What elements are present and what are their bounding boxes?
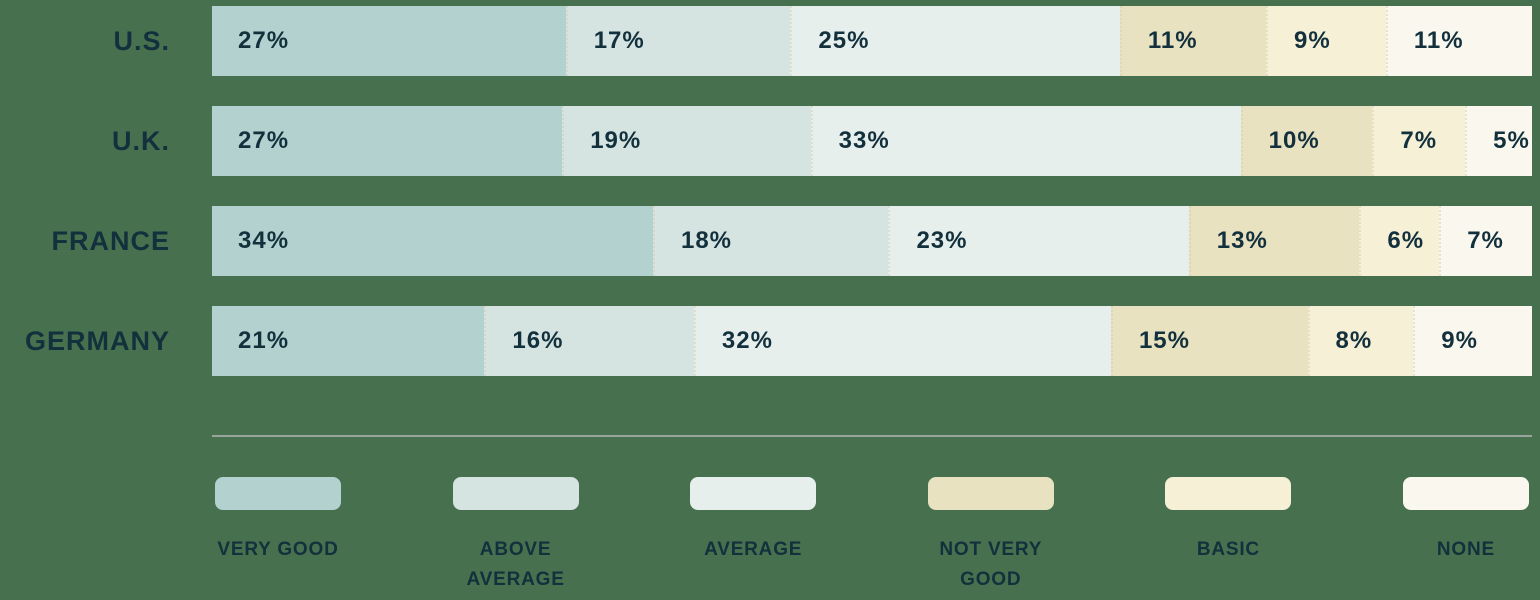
bar-segment-above-average: 17% <box>565 6 791 76</box>
legend-swatch <box>927 477 1054 510</box>
legend-label: NOT VERY GOOD <box>939 539 1043 591</box>
legend-label: VERY GOOD <box>217 539 339 560</box>
bar-segment-basic: 6% <box>1359 206 1440 276</box>
bar-segment-basic: 9% <box>1266 6 1386 76</box>
bar-segment-average: 32% <box>693 306 1111 376</box>
segment-value-label: 33% <box>838 127 890 154</box>
legend-divider <box>212 435 1532 437</box>
segment-value-label: 8% <box>1335 327 1373 354</box>
legend-item-basic: BASIC <box>1162 477 1294 596</box>
segment-value-label: 17% <box>593 27 645 54</box>
bar-segment-above-average: 18% <box>652 206 889 276</box>
bar-segment-none: 9% <box>1413 306 1532 376</box>
bar-segment-above-average: 16% <box>484 306 694 376</box>
legend-swatch <box>690 477 817 510</box>
bar-segment-above-average: 19% <box>562 106 811 176</box>
legend-swatch <box>215 477 341 510</box>
segment-value-label: 5% <box>1493 127 1530 154</box>
category-label: GERMANY <box>24 325 170 356</box>
segment-value-label: 16% <box>512 327 564 354</box>
stacked-bar: 21% 16% 32% 15% 8% 9% <box>212 306 1532 376</box>
category-row-u-k: U.K. 27% 19% 33% 10% 7% 5% <box>0 106 1540 176</box>
legend: VERY GOOD ABOVE AVERAGE AVERAGE NOT VERY GO… <box>212 477 1532 596</box>
category-row-france: FRANCE 34% 18% 23% 13% 6% 7% <box>0 206 1540 276</box>
segment-value-label: 32% <box>721 327 773 354</box>
segment-value-label: 27% <box>238 27 290 54</box>
segment-value-label: 11% <box>1147 27 1198 54</box>
category-row-u-s: U.S. 27% 17% 25% 11% 9% 11% <box>0 6 1540 76</box>
legend-item-above-average: ABOVE AVERAGE <box>450 477 582 596</box>
bar-segment-not-very-good: 10% <box>1240 106 1373 176</box>
legend-item-none: NONE <box>1400 477 1532 596</box>
legend-label: BASIC <box>1196 539 1260 560</box>
segment-value-label: 23% <box>916 227 968 254</box>
bar-segment-very-good: 34% <box>212 206 653 276</box>
segment-value-label: 25% <box>818 27 870 54</box>
bar-segment-none: 5% <box>1465 106 1532 176</box>
bar-segment-very-good: 21% <box>212 306 485 376</box>
bar-segment-average: 25% <box>790 6 1120 76</box>
segment-value-label: 9% <box>1441 327 1478 354</box>
stacked-bar: 27% 19% 33% 10% 7% 5% <box>212 106 1532 176</box>
legend-label: ABOVE AVERAGE <box>466 539 565 591</box>
legend-swatch <box>1402 477 1529 510</box>
stacked-bar: 34% 18% 23% 13% 6% 7% <box>212 206 1532 276</box>
segment-value-label: 21% <box>238 327 290 354</box>
segment-value-label: 11% <box>1413 27 1464 54</box>
segment-value-label: 10% <box>1268 127 1320 154</box>
legend-item-not-very-good: NOT VERY GOOD <box>925 477 1057 596</box>
category-label: FRANCE <box>51 225 170 256</box>
legend-label: AVERAGE <box>704 539 803 560</box>
bar-segment-none: 7% <box>1439 206 1532 276</box>
segment-value-label: 19% <box>590 127 642 154</box>
segment-value-label: 13% <box>1216 227 1268 254</box>
segment-value-label: 18% <box>680 227 733 254</box>
bar-segment-none: 11% <box>1385 6 1532 76</box>
segment-value-label: 9% <box>1294 27 1331 54</box>
category-label: U.S. <box>113 25 170 56</box>
bar-segment-basic: 7% <box>1372 106 1466 176</box>
legend-label: NONE <box>1436 539 1496 560</box>
segment-value-label: 15% <box>1138 327 1190 354</box>
bar-segment-very-good: 27% <box>212 6 566 76</box>
legend-swatch <box>452 477 579 510</box>
bar-segment-not-very-good: 11% <box>1119 6 1266 76</box>
segment-value-label: 7% <box>1400 127 1438 154</box>
category-row-germany: GERMANY 21% 16% 32% 15% 8% 9% <box>0 306 1540 376</box>
bar-segment-not-very-good: 13% <box>1188 206 1360 276</box>
bar-segment-basic: 8% <box>1307 306 1414 376</box>
stacked-bar: 27% 17% 25% 11% 9% 11% <box>212 6 1532 76</box>
segment-value-label: 34% <box>238 227 290 254</box>
legend-swatch <box>1165 477 1292 510</box>
segment-value-label: 7% <box>1467 227 1504 254</box>
bar-segment-average: 33% <box>810 106 1241 176</box>
bar-segment-very-good: 27% <box>212 106 563 176</box>
legend-item-very-good: VERY GOOD <box>212 477 344 596</box>
bar-segment-average: 23% <box>888 206 1189 276</box>
legend-item-average: AVERAGE <box>687 477 819 596</box>
segment-value-label: 27% <box>238 127 290 154</box>
bar-segment-not-very-good: 15% <box>1110 306 1308 376</box>
stacked-bar-chart: U.S. 27% 17% 25% 11% 9% 11% U.K. 27% 19% 33% 10% 7% 5… <box>0 6 1540 376</box>
segment-value-label: 6% <box>1387 227 1425 254</box>
category-label: U.K. <box>112 125 170 156</box>
